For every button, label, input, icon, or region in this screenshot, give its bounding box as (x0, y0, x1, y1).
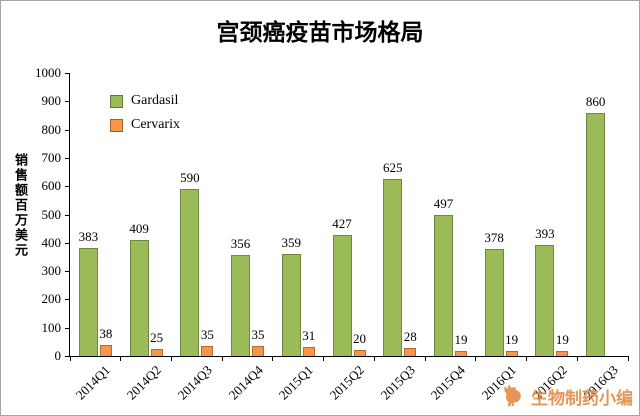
rooster-logo-icon (501, 383, 527, 409)
bar-gardasil (180, 189, 200, 356)
bar-gardasil (586, 112, 606, 356)
x-tick-mark (576, 356, 578, 361)
legend-item-cervarix: Cervarix (110, 113, 180, 137)
bar-cervarix (556, 350, 569, 356)
legend-label-cervarix: Cervarix (131, 117, 180, 132)
bar-value-label: 409 (129, 221, 149, 237)
bar-cervarix (454, 350, 467, 356)
x-tick-mark (475, 356, 477, 361)
legend-swatch-gardasil (110, 94, 123, 108)
x-tick-mark (323, 356, 325, 361)
bar-cervarix (252, 346, 265, 356)
bar-value-label: 19 (555, 331, 569, 347)
bar-value-label: 20 (353, 331, 366, 347)
bar-gardasil (332, 235, 352, 356)
y-tick-mark (65, 356, 70, 357)
watermark-text: 生物制药小编 (531, 388, 633, 408)
bar-cervarix (505, 350, 518, 356)
bar-cervarix (302, 347, 315, 356)
x-tick-mark (69, 356, 71, 361)
x-tick-mark (170, 356, 172, 361)
plot-area: Gardasil Cervarix 0 100 200 300 400 500 600 700… (35, 65, 629, 403)
bar-cervarix (150, 348, 163, 356)
bar-value-label: 19 (505, 331, 519, 347)
bar-cervarix (99, 345, 112, 356)
bar-value-label: 590 (180, 170, 200, 186)
bar-value-label: 38 (99, 326, 113, 342)
bar-value-label: 25 (150, 329, 164, 345)
bar-gardasil (78, 247, 98, 356)
bar-value-label: 35 (200, 327, 214, 343)
bar-gardasil (383, 179, 403, 356)
legend-swatch-cervarix (110, 118, 123, 132)
x-tick-mark (221, 356, 223, 361)
y-tick-label: 200 (41, 291, 62, 307)
bar-value-label: 383 (78, 228, 99, 244)
y-tick-label: 0 (54, 348, 62, 363)
y-tick-mark (65, 214, 70, 216)
bar-cervarix (353, 350, 366, 356)
bar-value-label: 625 (382, 160, 403, 176)
bar-gardasil (281, 254, 301, 356)
bar-value-label: 497 (433, 196, 454, 212)
x-tick-label: 2014Q1 (73, 362, 114, 403)
y-tick-label: 700 (41, 149, 62, 165)
x-tick-mark (272, 356, 274, 361)
y-tick-mark (65, 271, 70, 273)
bar-value-label: 19 (454, 331, 468, 347)
bar-value-label: 356 (230, 236, 251, 252)
y-tick-label: 800 (41, 121, 62, 137)
bar-value-label: 393 (535, 225, 555, 241)
y-tick-label: 100 (41, 319, 62, 335)
x-tick-mark (424, 356, 426, 361)
y-tick-mark (65, 242, 70, 244)
bar-value-label: 359 (281, 235, 302, 251)
y-tick-label: 300 (41, 263, 62, 279)
bar-value-label: 427 (332, 216, 352, 232)
y-tick-mark (65, 186, 70, 188)
legend-item-gardasil: Gardasil (110, 89, 180, 113)
bar-value-label: 35 (251, 327, 265, 343)
x-tick-mark (526, 356, 528, 361)
watermark: 生物制药小编 (501, 383, 633, 409)
legend: Gardasil Cervarix (110, 89, 180, 137)
y-tick-mark (65, 299, 70, 301)
chart-title: 宫颈癌疫苗市场格局 (216, 19, 424, 45)
bar-gardasil (231, 255, 251, 356)
x-tick-mark (120, 356, 122, 361)
x-tick-mark (627, 356, 629, 361)
bar-value-label: 378 (484, 230, 504, 246)
y-tick-mark (65, 73, 70, 74)
y-tick-mark (65, 129, 70, 131)
y-tick-mark (65, 101, 70, 103)
bar-cervarix (404, 348, 417, 356)
bar-gardasil (433, 215, 453, 356)
bar-cervarix (201, 346, 214, 356)
y-tick-label: 1000 (35, 65, 61, 80)
bar-value-label: 28 (403, 329, 417, 345)
y-tick-label: 400 (41, 234, 62, 250)
y-tick-label: 600 (41, 178, 62, 194)
bar-value-label: 31 (302, 328, 316, 344)
bar-gardasil (129, 240, 149, 356)
y-tick-label: 900 (41, 93, 62, 109)
x-tick-mark (373, 356, 375, 361)
y-tick-mark (65, 157, 70, 159)
bar-gardasil (484, 249, 504, 356)
y-tick-label: 500 (41, 206, 62, 222)
legend-label-gardasil: Gardasil (131, 93, 179, 108)
y-tick-mark (65, 327, 70, 329)
y-axis-title: 销售额百万美元 (13, 153, 28, 258)
bar-value-label: 860 (585, 93, 606, 109)
bar-gardasil (535, 244, 555, 356)
